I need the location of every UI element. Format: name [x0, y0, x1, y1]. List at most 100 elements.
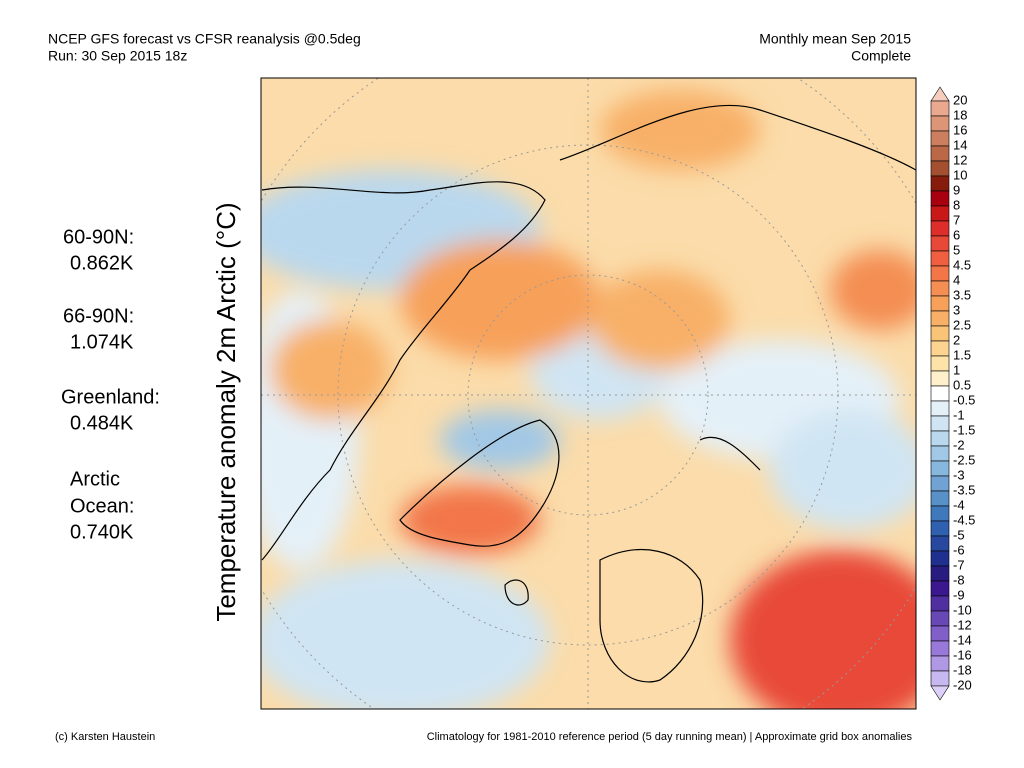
colorbar-swatch: [930, 370, 950, 387]
colorbar-swatch: [930, 520, 950, 537]
colorbar-label: 0.5: [953, 377, 971, 392]
colorbar-swatch: [930, 670, 950, 687]
header-line: Complete: [851, 48, 911, 64]
colorbar-swatch: [930, 340, 950, 357]
colorbar-label: -4: [953, 497, 965, 512]
region-value: 0.484K: [70, 412, 134, 434]
header-line: Run: 30 Sep 2015 18z: [48, 48, 187, 64]
colorbar-label: -1.5: [953, 422, 975, 437]
colorbar-swatch: [930, 655, 950, 672]
colorbar-swatch: [930, 535, 950, 552]
coastlines: [261, 104, 916, 683]
colorbar-swatch: [930, 580, 950, 597]
colorbar-label: -14: [953, 632, 972, 647]
colorbar-swatch: [930, 280, 950, 297]
colorbar-swatch: [930, 400, 950, 417]
colorbar-label: -9: [953, 587, 965, 602]
colorbar-swatch: [930, 490, 950, 507]
colorbar-swatch: [930, 505, 950, 522]
colorbar-swatch: [930, 325, 950, 342]
colorbar-label: -5: [953, 527, 965, 542]
colorbar-label: 3.5: [953, 287, 971, 302]
colorbar-label: -16: [953, 647, 972, 662]
colorbar-label: 2.5: [953, 317, 971, 332]
colorbar-label: 2: [953, 332, 960, 347]
colorbar-swatch: [930, 550, 950, 567]
colorbar-swatch: [930, 205, 950, 222]
colorbar-swatch: [930, 625, 950, 642]
colorbar-label: -20: [953, 677, 972, 692]
colorbar-swatch: [930, 610, 950, 627]
colorbar-swatch: [930, 100, 950, 117]
header-line: NCEP GFS forecast vs CFSR reanalysis @0.…: [48, 31, 361, 47]
colorbar-swatch: [930, 130, 950, 147]
colorbar-label: -2.5: [953, 452, 975, 467]
colorbar-swatch: [930, 250, 950, 267]
colorbar-swatch: [930, 565, 950, 582]
colorbar-label: 1.5: [953, 347, 971, 362]
region-label: Arctic: [70, 468, 120, 490]
colorbar-swatch: [930, 190, 950, 207]
graticule: [261, 78, 916, 709]
colorbar: 201816141210987654.543.532.521.510.5-0.5…: [930, 86, 975, 701]
colorbar-label: -2: [953, 437, 965, 452]
colorbar-swatch: [930, 295, 950, 312]
colorbar-swatch: [930, 115, 950, 132]
colorbar-swatch: [930, 460, 950, 477]
region-value: 1.074K: [70, 331, 134, 353]
region-label: Ocean:: [70, 495, 134, 517]
axis-label: Temperature anomaly 2m Arctic (°C): [211, 202, 241, 621]
colorbar-label: 5: [953, 242, 960, 257]
colorbar-swatch: [930, 355, 950, 372]
colorbar-label: -1: [953, 407, 965, 422]
colorbar-label: 4: [953, 272, 960, 287]
colorbar-swatch: [930, 145, 950, 162]
colorbar-label: -8: [953, 572, 965, 587]
colorbar-label: 12: [953, 152, 967, 167]
map-frame: [260, 77, 917, 710]
colorbar-label: -7: [953, 557, 965, 572]
colorbar-swatch: [930, 430, 950, 447]
region-label: Greenland:: [61, 386, 160, 408]
colorbar-swatch: [930, 445, 950, 462]
colorbar-triangle: [930, 86, 950, 102]
colorbar-label: 9: [953, 182, 960, 197]
colorbar-label: 7: [953, 212, 960, 227]
colorbar-label: -3: [953, 467, 965, 482]
colorbar-label: 18: [953, 107, 967, 122]
colorbar-label: 6: [953, 227, 960, 242]
colorbar-triangle: [930, 685, 950, 701]
colorbar-label: 4.5: [953, 257, 971, 272]
colorbar-swatch: [930, 595, 950, 612]
colorbar-label: -0.5: [953, 392, 975, 407]
region-label: 66-90N:: [63, 305, 134, 327]
region-stats: 60-90N: 0.862K 66-90N: 1.074K Greenland: 0.48…: [61, 226, 160, 543]
colorbar-swatch: [930, 640, 950, 657]
colorbar-label: -3.5: [953, 482, 975, 497]
colorbar-swatch: [930, 310, 950, 327]
region-value: 0.862K: [70, 252, 134, 274]
colorbar-swatch: [930, 415, 950, 432]
colorbar-label: 3: [953, 302, 960, 317]
colorbar-label: -10: [953, 602, 972, 617]
colorbar-swatch: [930, 475, 950, 492]
colorbar-swatch: [930, 220, 950, 237]
colorbar-label: 8: [953, 197, 960, 212]
header-line: Monthly mean Sep 2015: [759, 31, 911, 47]
colorbar-label: -18: [953, 662, 972, 677]
colorbar-label: 10: [953, 167, 967, 182]
colorbar-label: 16: [953, 122, 967, 137]
colorbar-label: 20: [953, 92, 967, 107]
colorbar-label: 14: [953, 137, 967, 152]
colorbar-label: 1: [953, 362, 960, 377]
colorbar-swatch: [930, 385, 950, 402]
colorbar-label: -6: [953, 542, 965, 557]
colorbar-label: -12: [953, 617, 972, 632]
colorbar-swatch: [930, 265, 950, 282]
map: [261, 78, 916, 709]
footer-text: Climatology for 1981-2010 reference peri…: [427, 731, 913, 743]
footer-text: (c) Karsten Haustein: [55, 731, 155, 743]
colorbar-swatch: [930, 175, 950, 192]
